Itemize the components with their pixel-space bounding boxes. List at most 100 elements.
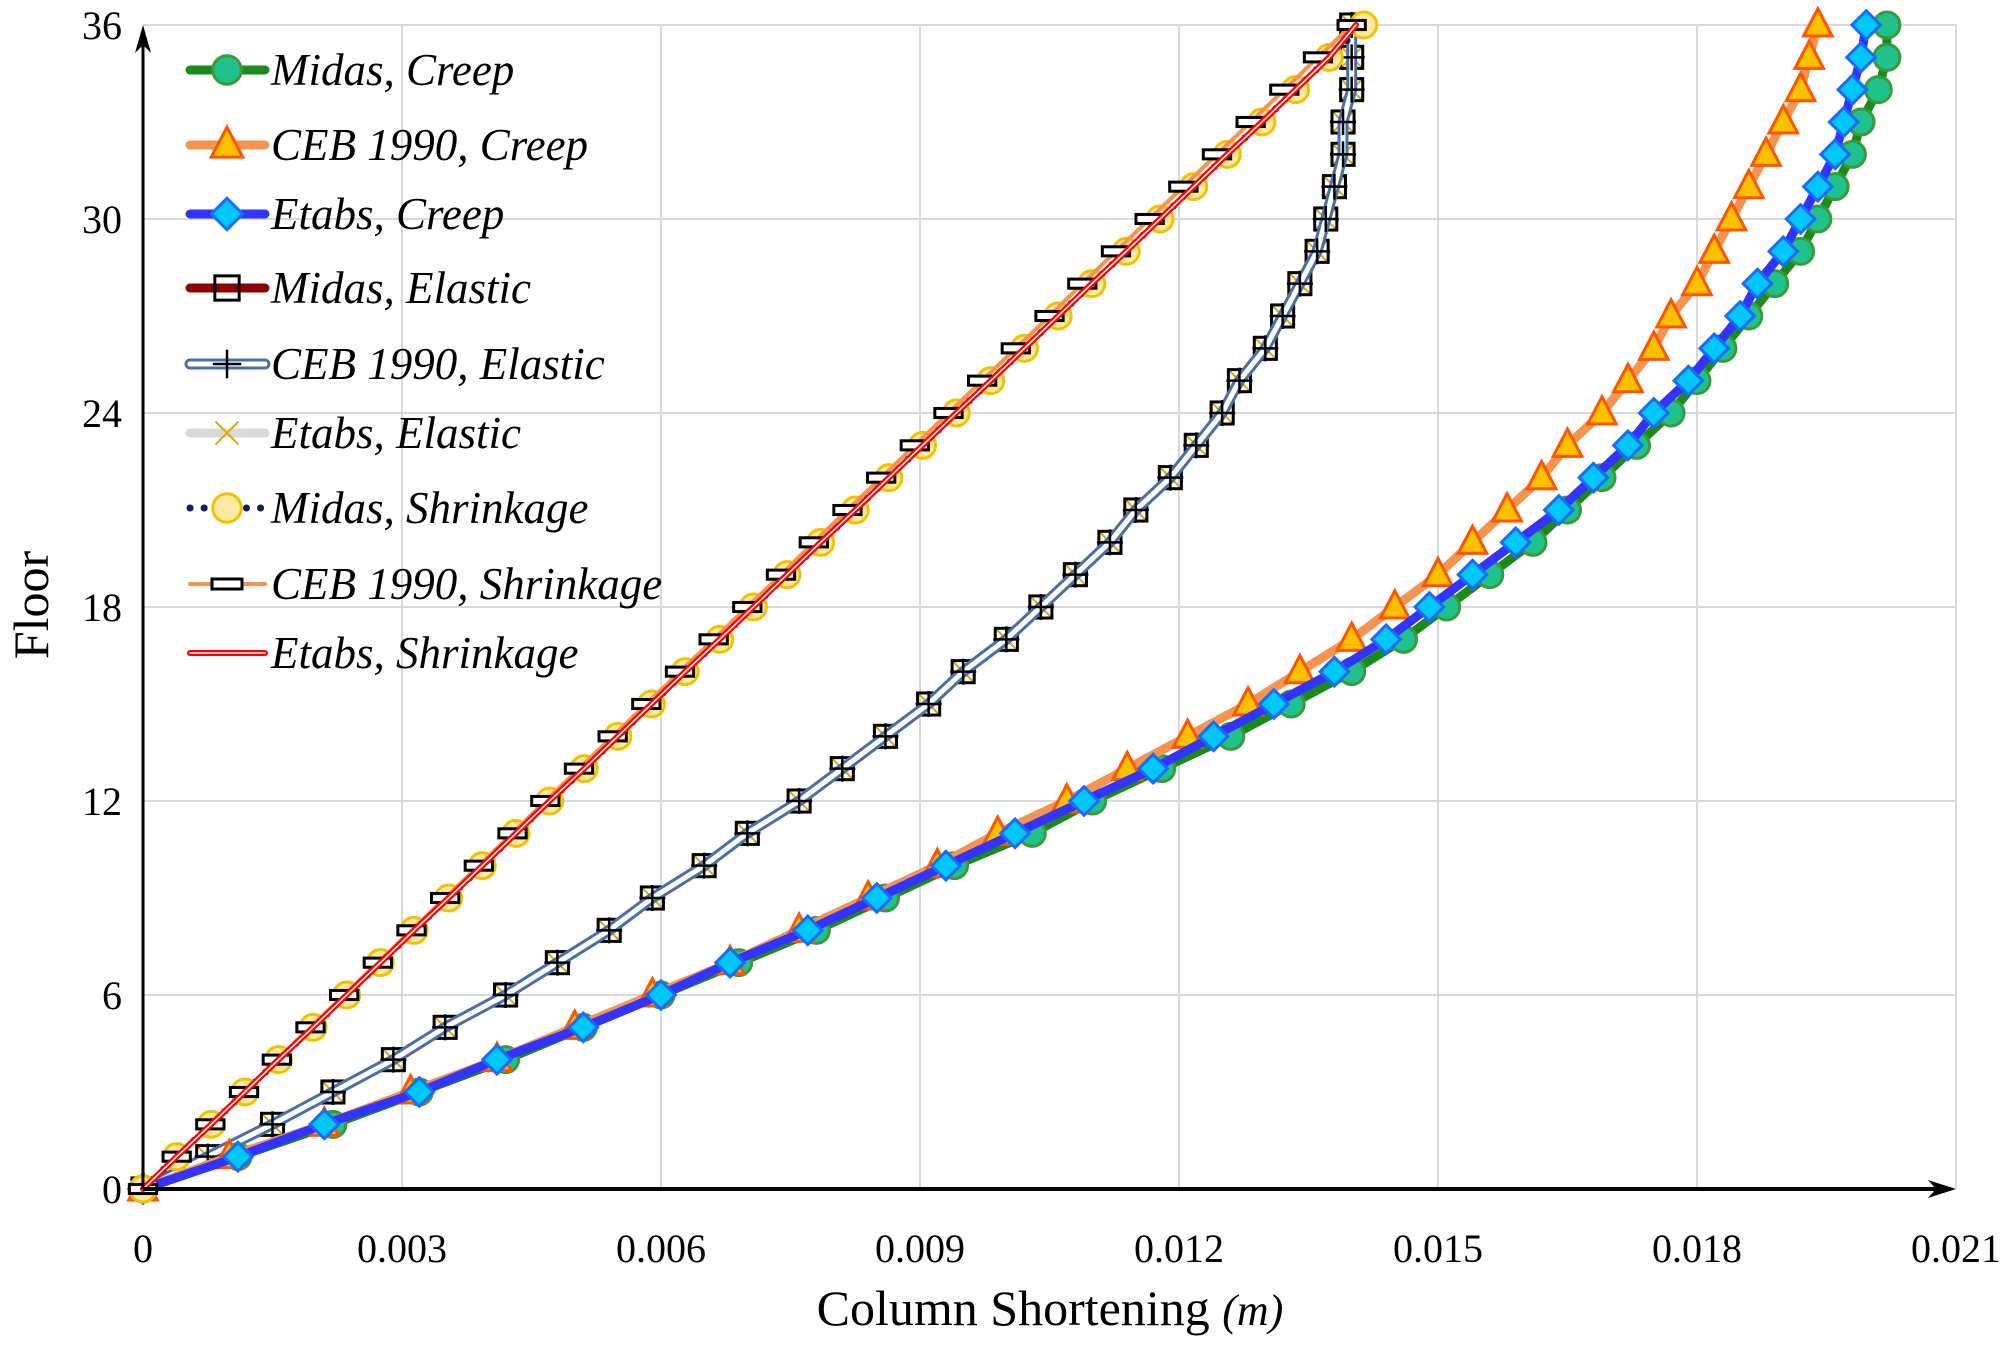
legend: Midas, Creep CEB 1990, Creep Etabs, Creep M… <box>184 45 662 678</box>
data-point <box>1654 296 1688 329</box>
data-point <box>1801 5 1835 38</box>
legend-label: Midas, Creep <box>270 45 514 95</box>
data-point <box>915 691 942 717</box>
data-point <box>221 1140 255 1174</box>
data-point <box>1749 134 1783 167</box>
data-point <box>596 917 623 944</box>
data-point <box>319 1079 346 1105</box>
data-point <box>1456 558 1489 592</box>
data-point <box>1490 490 1524 523</box>
data-point <box>1697 331 1731 365</box>
data-point <box>1741 267 1774 301</box>
data-point <box>212 349 242 379</box>
series-etabs-shrinkage <box>140 22 1359 1192</box>
data-point <box>1096 529 1123 556</box>
x-tick-labels: 0 0.003 0.006 0.009 0.012 0.015 0.018 0.021 <box>133 1226 2001 1271</box>
x-tick-label: 0.021 <box>1911 1226 2001 1271</box>
x-tick-label: 0.009 <box>875 1226 965 1271</box>
data-point <box>713 946 747 980</box>
data-point <box>1671 364 1705 398</box>
x-axis-title-unit: (m) <box>1222 1286 1283 1335</box>
legend-label: Etabs, Creep <box>270 189 504 239</box>
legend-item: Midas, Creep <box>185 45 514 95</box>
data-point <box>1766 234 1800 268</box>
data-point <box>1252 335 1279 362</box>
y-axis-arrow <box>135 25 151 53</box>
y-tick-label: 24 <box>82 391 122 436</box>
data-point <box>1783 70 1818 103</box>
data-point <box>786 788 813 814</box>
data-point <box>1585 393 1619 426</box>
data-point <box>791 913 825 947</box>
legend-item: CEB 1990, Shrinkage <box>188 559 662 609</box>
data-point <box>1455 522 1490 555</box>
y-tick-label: 30 <box>82 197 122 242</box>
data-point <box>860 881 894 915</box>
data-point <box>1317 655 1351 689</box>
data-point <box>208 123 246 159</box>
data-point <box>1183 432 1210 459</box>
data-point <box>1801 170 1835 204</box>
data-point <box>1714 199 1749 232</box>
data-point <box>1637 396 1671 430</box>
data-point <box>1697 231 1732 264</box>
data-point <box>1611 428 1645 462</box>
data-point <box>544 949 571 976</box>
legend-label: Midas, Elastic <box>270 263 531 313</box>
legend-label: CEB 1990, Creep <box>271 120 588 170</box>
legend-label: CEB 1990, Shrinkage <box>271 559 662 609</box>
data-point <box>1818 137 1852 171</box>
data-point <box>213 274 241 302</box>
data-point <box>1304 238 1331 265</box>
x-tick-label: 0 <box>133 1226 153 1271</box>
data-point <box>211 54 243 86</box>
data-point <box>691 852 718 879</box>
data-point <box>1542 493 1576 527</box>
data-point <box>1421 555 1455 588</box>
data-point <box>1524 458 1559 491</box>
data-point <box>639 885 666 911</box>
data-point <box>1784 202 1818 236</box>
data-point <box>1330 109 1357 135</box>
data-point <box>259 1111 286 1138</box>
series-ceb-1990-elastic <box>130 12 1365 1202</box>
data-point <box>209 196 245 232</box>
x-tick-label: 0.006 <box>616 1226 706 1271</box>
data-point <box>1412 590 1446 624</box>
data-point <box>1499 525 1533 559</box>
data-point <box>1338 76 1365 103</box>
data-point <box>1330 141 1357 168</box>
y-tick-label: 6 <box>102 973 122 1018</box>
data-point <box>1067 784 1101 818</box>
data-point <box>1576 461 1610 495</box>
y-tick-label: 36 <box>82 3 122 48</box>
data-point <box>1378 587 1412 620</box>
data-point <box>998 816 1032 850</box>
data-point <box>1286 270 1313 297</box>
data-point <box>1637 328 1671 361</box>
data-point <box>1550 425 1585 458</box>
y-axis-title: Floor <box>3 550 59 659</box>
legend-item: Etabs, Creep <box>185 189 504 239</box>
data-point <box>1732 167 1766 200</box>
data-point <box>211 492 243 524</box>
series-line-inner <box>142 24 1357 1190</box>
data-point <box>492 982 519 1008</box>
data-point <box>1334 619 1369 652</box>
data-point <box>480 1043 514 1077</box>
data-point <box>1863 75 1893 105</box>
legend-item: Midas, Shrinkage <box>186 483 588 533</box>
x-axis-title-text: Column Shortening <box>817 1280 1210 1336</box>
data-point <box>993 626 1020 653</box>
y-tick-label: 12 <box>82 779 122 824</box>
data-point <box>644 978 678 1012</box>
data-point <box>1792 37 1827 70</box>
data-point <box>214 420 240 446</box>
data-point <box>734 820 761 847</box>
data-point <box>1122 497 1149 523</box>
legend-item: Midas, Elastic <box>185 263 531 313</box>
legend-item: Etabs, Elastic <box>185 408 521 458</box>
data-point <box>1027 594 1054 620</box>
data-point <box>1849 8 1883 42</box>
